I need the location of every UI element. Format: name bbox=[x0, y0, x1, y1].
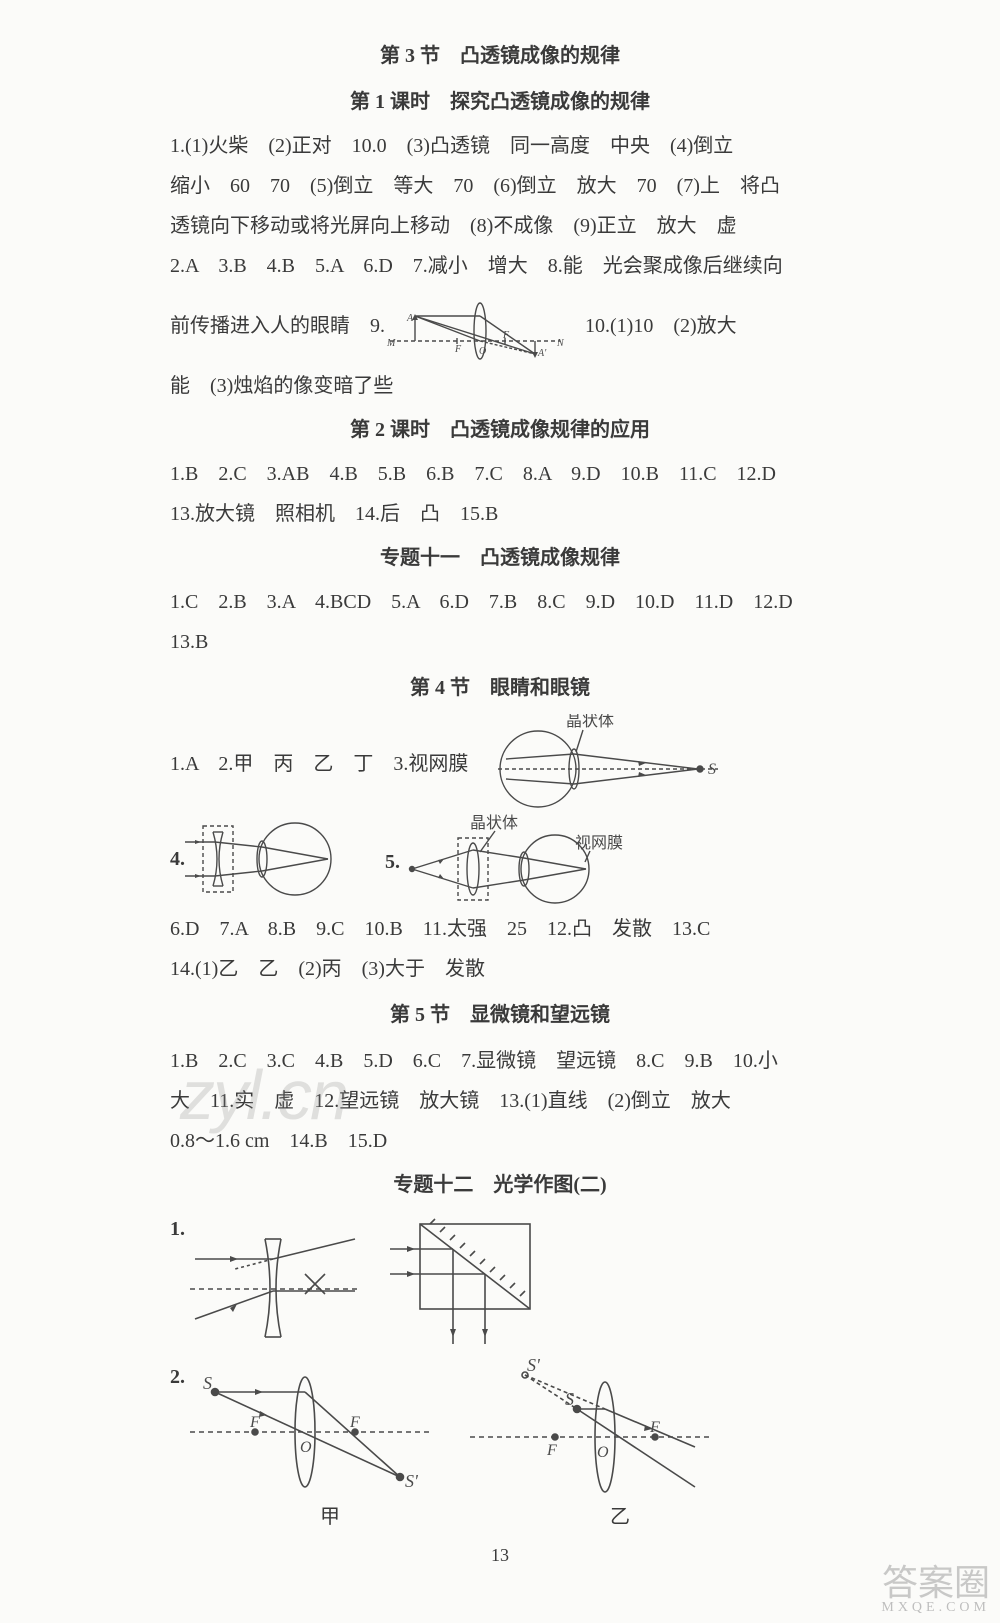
svg-text:O: O bbox=[479, 346, 486, 357]
label-jia: 甲 bbox=[320, 1497, 340, 1537]
eye-diagram-q3: 晶状体 S bbox=[468, 714, 728, 814]
q2-sublabels: 甲 乙 bbox=[170, 1497, 830, 1537]
s3-q9-row: 前传播进入人的眼睛 9. M N A F F O bbox=[170, 286, 830, 366]
corner-brand-top: 答案圈 bbox=[881, 1565, 990, 1601]
s3-l1-line4a: 2.A 3.B 4.B 5.A 6.D 7.减小 增大 8.能 光会聚成像后继续… bbox=[170, 246, 830, 286]
s4-q4-q5-row: 4. bbox=[170, 814, 830, 909]
s3-l2-line1: 1.B 2.C 3.AB 4.B 5.B 6.B 7.C 8.A 9.D 10.… bbox=[170, 454, 830, 494]
prism-mirror-q1b bbox=[385, 1209, 565, 1349]
section-4-title: 第 4 节 眼睛和眼镜 bbox=[170, 668, 830, 708]
svg-text:S: S bbox=[203, 1373, 212, 1393]
page: 第 3 节 凸透镜成像的规律 第 1 课时 探究凸透镜成像的规律 1.(1)火柴… bbox=[0, 0, 1000, 1623]
svg-text:O: O bbox=[597, 1444, 609, 1461]
t12-q1-num: 1. bbox=[170, 1209, 185, 1249]
page-number: 13 bbox=[170, 1537, 830, 1573]
section-3-title: 第 3 节 凸透镜成像的规律 bbox=[170, 36, 830, 76]
t11-line2: 13.B bbox=[170, 622, 830, 662]
topic-12-title: 专题十二 光学作图(二) bbox=[170, 1165, 830, 1205]
svg-text:A': A' bbox=[537, 348, 547, 359]
topic-11-title: 专题十一 凸透镜成像规律 bbox=[170, 538, 830, 578]
svg-text:N: N bbox=[556, 338, 565, 349]
s3-l1-line3: 透镜向下移动或将光屏向上移动 (8)不成像 (9)正立 放大 虚 bbox=[170, 206, 830, 246]
s5-line1: 1.B 2.C 3.C 4.B 5.D 6.C 7.显微镜 望远镜 8.C 9.… bbox=[170, 1041, 830, 1081]
corner-brand-bottom: MXQE.COM bbox=[881, 1601, 990, 1615]
svg-text:晶状体: 晶状体 bbox=[470, 814, 518, 832]
t12-q1-row: 1. bbox=[170, 1209, 830, 1349]
svg-text:S': S' bbox=[527, 1357, 541, 1375]
s3-l1-line1: 1.(1)火柴 (2)正对 10.0 (3)凸透镜 同一高度 中央 (4)倒立 bbox=[170, 126, 830, 166]
svg-text:O: O bbox=[300, 1439, 312, 1456]
svg-text:A: A bbox=[406, 313, 414, 324]
convex-lens-q2-jia: O F F S S' bbox=[185, 1357, 435, 1497]
s3-l1-line4c: 10.(1)10 (2)放大 bbox=[585, 306, 737, 346]
s4-q5-num: 5. bbox=[385, 842, 400, 882]
lesson-2-title: 第 2 课时 凸透镜成像规律的应用 bbox=[170, 410, 830, 450]
lens-ray-diagram-q9: M N A F F O bbox=[385, 286, 565, 366]
svg-text:F: F bbox=[349, 1414, 360, 1431]
svg-text:S: S bbox=[708, 761, 716, 778]
s4-q4-num: 4. bbox=[170, 839, 185, 879]
s4-q3-row: 1.A 2.甲 丙 乙 丁 3.视网膜 晶状体 S bbox=[170, 714, 830, 814]
convex-lens-q2-yi: O F F S S' bbox=[465, 1357, 715, 1497]
svg-text:F: F bbox=[546, 1442, 557, 1459]
s4-line6: 6.D 7.A 8.B 9.C 10.B 11.太强 25 12.凸 发散 13… bbox=[170, 909, 830, 949]
label-jingzhuangti: 晶状体 bbox=[566, 714, 614, 730]
s5-line3: 0.8～1.6 cm 14.B 15.D bbox=[170, 1121, 830, 1161]
concave-lens-eye-q4 bbox=[185, 814, 355, 904]
lesson-1-title: 第 1 课时 探究凸透镜成像的规律 bbox=[170, 82, 830, 122]
convex-lens-eye-q5: 晶状体 视网膜 bbox=[400, 814, 640, 909]
s3-l1-line4b: 前传播进入人的眼睛 9. bbox=[170, 306, 385, 346]
t12-q2-num: 2. bbox=[170, 1357, 185, 1397]
s5-line2: 大 11.实 虚 12.望远镜 放大镜 13.(1)直线 (2)倒立 放大 bbox=[170, 1081, 830, 1121]
section-5-title: 第 5 节 显微镜和望远镜 bbox=[170, 995, 830, 1035]
svg-text:M: M bbox=[386, 338, 396, 349]
t11-line1: 1.C 2.B 3.A 4.BCD 5.A 6.D 7.B 8.C 9.D 10… bbox=[170, 582, 830, 622]
s4-line7: 14.(1)乙 乙 (2)丙 (3)大于 发散 bbox=[170, 949, 830, 989]
svg-text:S': S' bbox=[405, 1471, 419, 1491]
svg-text:F: F bbox=[249, 1414, 260, 1431]
t12-q2-row: 2. O F F S S' bbox=[170, 1357, 830, 1497]
s3-l1-line2: 缩小 60 70 (5)倒立 等大 70 (6)倒立 放大 70 (7)上 将凸 bbox=[170, 166, 830, 206]
corner-brand: 答案圈 MXQE.COM bbox=[881, 1565, 990, 1615]
s4-line1a: 1.A 2.甲 丙 乙 丁 3.视网膜 bbox=[170, 744, 468, 784]
s3-l1-line5: 能 (3)烛焰的像变暗了些 bbox=[170, 366, 830, 406]
s3-l2-line2: 13.放大镜 照相机 14.后 凸 15.B bbox=[170, 494, 830, 534]
concave-lens-rays-q1a bbox=[185, 1219, 365, 1339]
svg-text:F: F bbox=[454, 344, 462, 355]
label-yi: 乙 bbox=[610, 1497, 630, 1537]
